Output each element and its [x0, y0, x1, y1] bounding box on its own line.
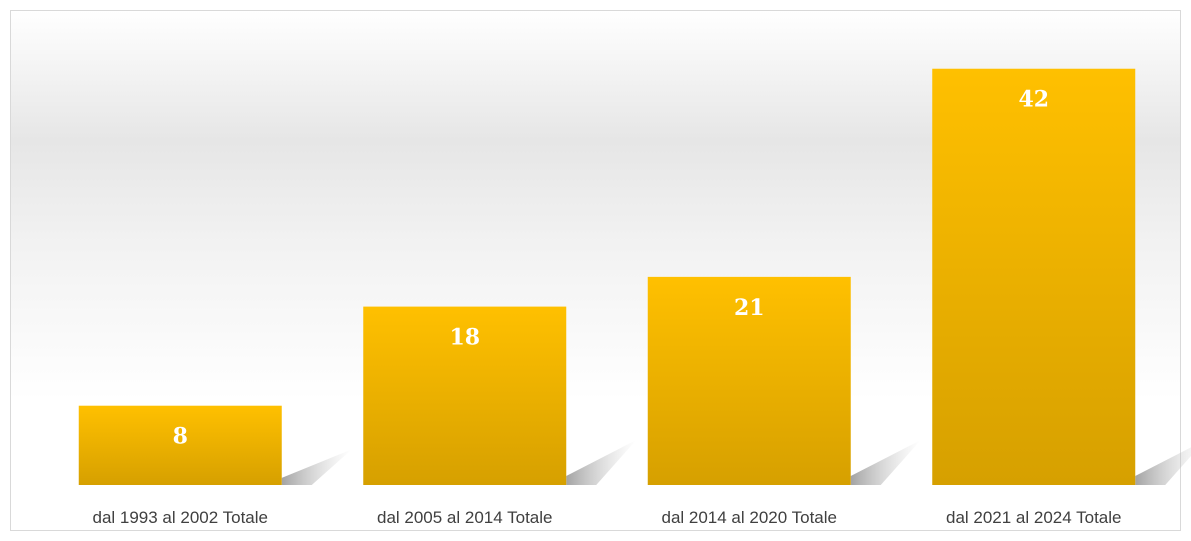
bar	[78, 405, 282, 485]
bar-shadow	[1135, 447, 1191, 485]
data-label: 42	[1018, 87, 1049, 113]
bar-shadow	[281, 449, 352, 485]
data-label: 21	[734, 295, 765, 321]
bar	[932, 68, 1136, 485]
bar	[363, 306, 567, 485]
x-tick-label: dal 2005 al 2014 Totale	[377, 508, 553, 527]
x-tick-label: dal 2021 al 2024 Totale	[946, 508, 1122, 527]
x-tick-label: dal 2014 al 2020 Totale	[661, 508, 837, 527]
bar-shadow	[850, 440, 921, 485]
bar	[647, 276, 851, 485]
x-tick-label: dal 1993 al 2002 Totale	[92, 508, 268, 527]
data-label: 8	[173, 424, 188, 450]
bar-shadow	[566, 440, 637, 485]
data-label: 18	[449, 325, 480, 351]
